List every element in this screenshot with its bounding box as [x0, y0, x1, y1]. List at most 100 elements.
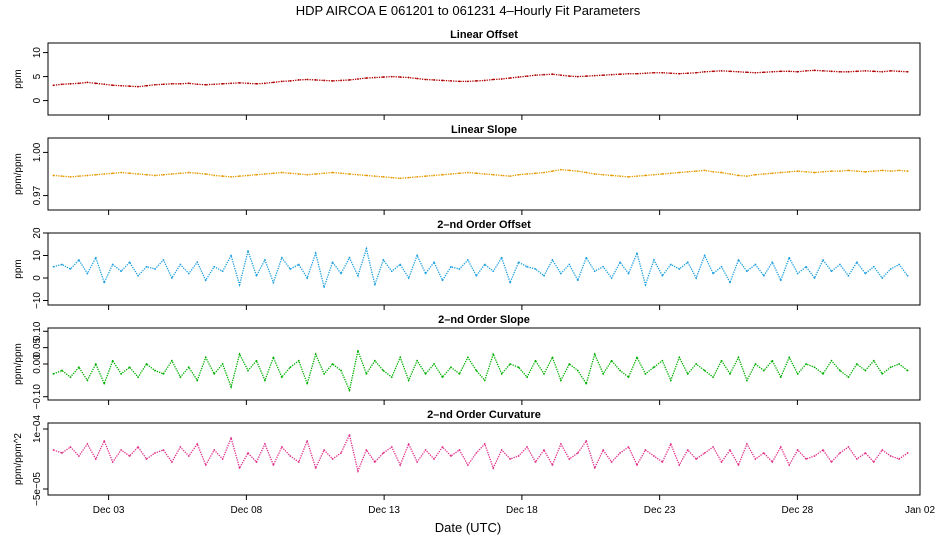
data-point	[678, 356, 681, 359]
data-point	[373, 76, 376, 79]
data-point	[111, 359, 114, 362]
data-point	[602, 74, 605, 77]
data-point	[331, 261, 334, 264]
data-point	[221, 82, 224, 85]
data-point	[889, 366, 892, 369]
data-point	[416, 461, 419, 463]
data-point	[492, 353, 495, 356]
data-point	[247, 174, 249, 177]
data-point	[779, 446, 782, 448]
data-point	[898, 70, 901, 73]
data-point	[779, 70, 782, 73]
data-point	[272, 172, 275, 175]
data-point	[669, 263, 672, 266]
plot-frame	[47, 327, 921, 401]
data-point	[255, 82, 258, 85]
data-point	[762, 452, 765, 454]
data-point	[796, 372, 799, 375]
data-point	[788, 464, 791, 466]
data-point	[720, 171, 723, 174]
data-point	[407, 443, 410, 445]
data-point	[678, 171, 681, 174]
data-point	[238, 175, 241, 178]
data-point	[441, 173, 444, 176]
data-point	[61, 452, 63, 454]
plot-frame	[47, 137, 921, 211]
x-tick-label: Dec 23	[644, 505, 676, 516]
data-point	[196, 379, 199, 382]
data-point	[559, 272, 562, 275]
data-point	[805, 363, 808, 365]
data-point	[103, 83, 106, 86]
data-point	[720, 69, 723, 72]
data-point	[771, 172, 774, 175]
data-point	[111, 263, 114, 266]
data-point	[762, 274, 765, 277]
data-point	[720, 265, 723, 268]
data-point	[306, 173, 309, 176]
data-point	[813, 366, 816, 369]
data-point	[213, 174, 216, 177]
data-point	[77, 82, 80, 85]
data-point	[559, 443, 562, 445]
data-point	[619, 261, 621, 264]
panel-1: Linear Offset 0 5 10 ppm	[13, 29, 921, 120]
data-point	[492, 467, 495, 469]
data-point	[137, 376, 139, 378]
y-tick-label: 0.00	[32, 354, 43, 374]
data-point	[103, 173, 106, 175]
data-point	[145, 84, 148, 87]
data-point	[686, 170, 689, 173]
data-point	[280, 376, 283, 378]
data-point	[593, 353, 596, 356]
data-point	[399, 177, 402, 180]
data-point	[348, 389, 351, 392]
data-point	[466, 259, 469, 261]
data-point	[230, 254, 232, 257]
data-point	[636, 175, 638, 178]
data-point	[500, 174, 503, 177]
data-point	[450, 265, 452, 268]
data-point	[855, 170, 858, 173]
data-point	[416, 359, 419, 362]
data-point	[179, 172, 182, 175]
data-point	[559, 74, 562, 77]
data-point	[365, 372, 368, 375]
data-point	[754, 263, 757, 266]
y-tick-label: 0.97	[32, 185, 43, 205]
x-tick-label: Dec 03	[93, 505, 125, 516]
data-point	[373, 461, 376, 463]
data-point	[424, 449, 427, 451]
data-point	[475, 369, 478, 372]
data-point	[306, 382, 309, 385]
data-point	[500, 256, 503, 259]
data-point	[839, 70, 841, 73]
data-point	[52, 449, 55, 451]
data-point	[509, 175, 512, 178]
data-point	[746, 71, 748, 74]
data-point	[830, 359, 833, 362]
data-point	[204, 464, 207, 466]
panel-4: 2–nd Order Slope −0.10 0.000.050.10 ppm/ppm	[13, 314, 921, 409]
data-point	[120, 449, 123, 451]
data-point	[390, 75, 393, 78]
data-point	[120, 270, 123, 273]
data-point	[619, 369, 621, 372]
data-point	[872, 461, 875, 463]
data-point	[839, 369, 841, 372]
data-point	[103, 281, 106, 284]
data-point	[357, 470, 359, 472]
data-point	[373, 175, 376, 178]
data-point	[154, 268, 156, 270]
data-point	[729, 70, 731, 73]
data-point	[314, 173, 317, 175]
data-point	[357, 173, 359, 176]
data-point	[644, 449, 647, 451]
data-point	[86, 272, 89, 275]
data-point	[729, 449, 731, 451]
data-point	[889, 455, 892, 457]
data-point	[221, 270, 224, 273]
data-point	[585, 75, 588, 78]
x-axis-label: Date (UTC)	[435, 520, 501, 535]
